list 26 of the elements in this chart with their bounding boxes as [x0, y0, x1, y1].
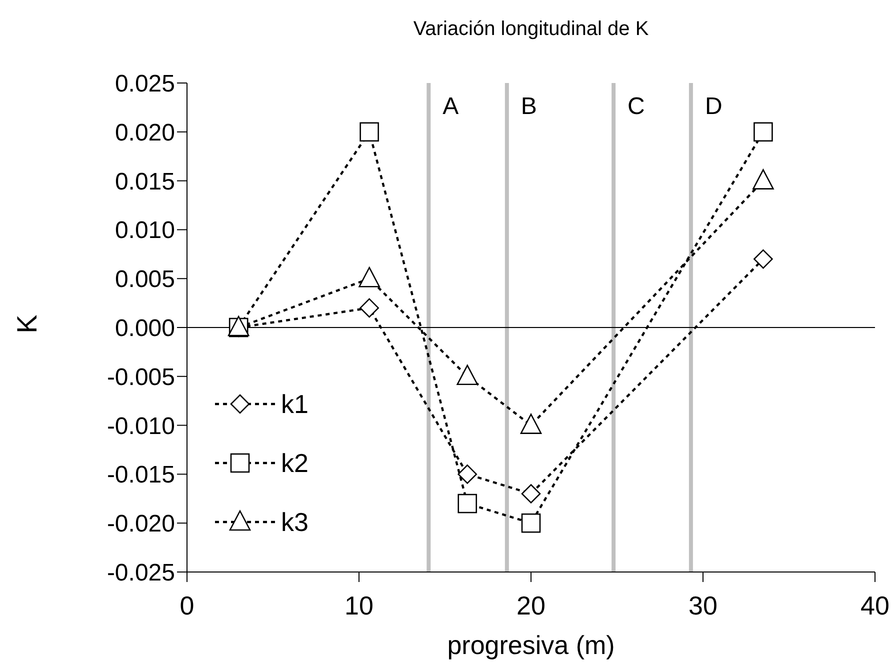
y-tick-label: 0.015	[114, 168, 175, 196]
chart-title: Variación longitudinal de K	[412, 18, 650, 41]
ref-line-label: C	[628, 93, 645, 120]
y-tick-label: 0.000	[114, 315, 175, 342]
y-tick-label: 0.025	[114, 70, 175, 98]
legend-label: k1	[281, 389, 308, 419]
x-tick-label: 20	[516, 590, 546, 620]
y-tick-label: 0.010	[114, 217, 175, 244]
y-tick-label: -0.015	[106, 462, 175, 489]
y-tick-label: -0.020	[106, 510, 175, 538]
ref-line-label: D	[704, 93, 722, 120]
x-tick-label: 0	[180, 590, 194, 620]
y-axis-title: K	[11, 314, 44, 333]
ref-line-label: A	[442, 93, 459, 120]
legend-label: k3	[281, 507, 308, 537]
y-tick-label: -0.010	[106, 412, 175, 440]
y-tick-label: -0.025	[106, 560, 175, 587]
x-tick-label: 40	[860, 590, 890, 620]
y-tick-label: 0.020	[114, 119, 175, 146]
y-tick-label: 0.005	[114, 266, 175, 294]
legend-label: k2	[281, 448, 308, 478]
x-tick-label: 10	[344, 590, 374, 620]
x-tick-label: 30	[688, 590, 718, 620]
y-tick-label: -0.005	[106, 364, 175, 391]
ref-line-label: B	[520, 93, 537, 120]
x-axis-title: progresiva (m)	[446, 630, 616, 660]
